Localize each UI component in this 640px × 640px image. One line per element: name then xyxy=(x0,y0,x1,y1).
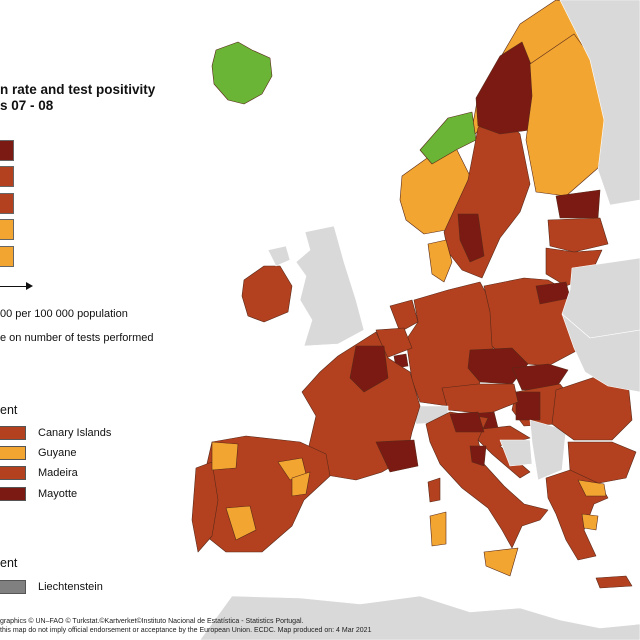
legend-swatch-4 xyxy=(0,219,14,240)
region-ireland xyxy=(241,265,293,323)
region-ukraine xyxy=(561,313,640,393)
footer-disclaimer: this map do not imply official endorseme… xyxy=(0,627,372,634)
region-netherlands xyxy=(389,299,419,333)
region-italy xyxy=(425,411,549,549)
region-sardinia xyxy=(429,511,447,547)
region-corsica xyxy=(427,477,441,503)
region-italy-north xyxy=(449,411,485,433)
legend-swatch-3 xyxy=(0,193,14,214)
legend-item-label: Guyane xyxy=(38,447,77,459)
tests-note: e on number of tests performed xyxy=(0,332,154,344)
region-northern-ireland xyxy=(267,245,291,267)
region-hungary-west xyxy=(515,391,541,421)
legend-swatch-5 xyxy=(0,246,14,267)
legend-item-swatch xyxy=(0,466,26,480)
region-russia xyxy=(559,0,640,206)
map-title: n rate and test positivity s 07 - 08 xyxy=(0,82,155,114)
region-italy-center xyxy=(469,445,487,467)
legend-item-swatch xyxy=(0,446,26,460)
legend-item-swatch xyxy=(0,426,26,440)
region-france-northeast xyxy=(349,345,389,393)
legend-arrow-line xyxy=(0,286,30,287)
region-portugal-north xyxy=(211,441,239,471)
region-great-britain xyxy=(295,225,365,347)
legend-item-swatch xyxy=(0,580,26,594)
legend-swatch-2 xyxy=(0,166,14,187)
region-spain-extremadura xyxy=(225,505,257,541)
legend-item-swatch xyxy=(0,487,26,501)
microstate-heading: ent xyxy=(0,556,18,570)
population-note: 00 per 100 000 population xyxy=(0,308,128,320)
footer-credits: graphics © UN–FAO © Turkstat.©Kartverket… xyxy=(0,618,304,625)
legend-item-label: Madeira xyxy=(38,467,78,479)
legend-item-label: Liechtenstein xyxy=(38,581,103,593)
region-greece-central xyxy=(581,513,599,531)
region-sweden-south xyxy=(457,213,485,263)
region-slovakia xyxy=(511,363,569,391)
region-bosnia xyxy=(499,439,533,467)
legend-swatch-1 xyxy=(0,140,14,161)
region-sicily xyxy=(483,547,519,577)
region-greece xyxy=(545,469,633,589)
legend-item-label: Mayotte xyxy=(38,488,78,500)
region-greece-north xyxy=(577,479,607,497)
region-latvia xyxy=(547,217,609,253)
map-title-line2: s 07 - 08 xyxy=(0,98,54,113)
region-spain-valencia xyxy=(291,471,311,497)
arrow-right-icon xyxy=(26,282,33,290)
region-france-southeast xyxy=(375,439,419,473)
region-north-africa xyxy=(199,595,640,640)
region-denmark xyxy=(427,239,453,283)
map-title-line1: n rate and test positivity xyxy=(0,82,156,97)
legend-item-label: Canary Islands xyxy=(38,427,112,439)
outermost-heading: ent xyxy=(0,403,18,417)
region-iceland xyxy=(211,41,273,105)
